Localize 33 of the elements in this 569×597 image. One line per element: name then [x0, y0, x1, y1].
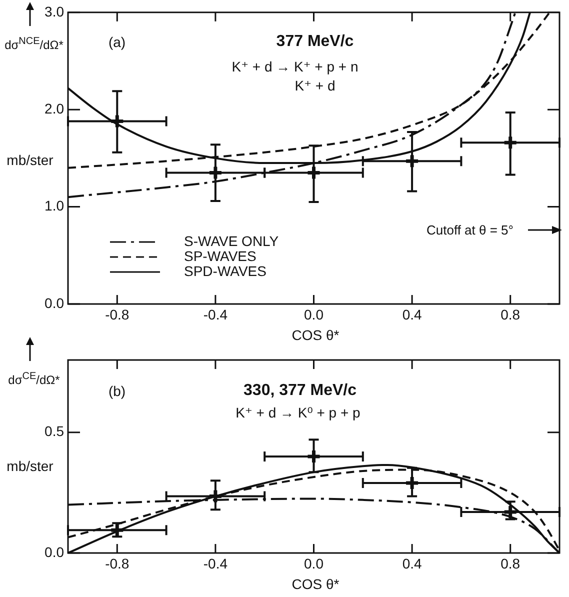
- text: mb/ster: [6, 152, 54, 168]
- y-axis-title: dσ$^{CE}$/dΩ*: [8, 371, 60, 387]
- x-tick-label: 0.4: [402, 306, 422, 322]
- x-tick-label: -0.8: [105, 555, 130, 572]
- x-tick-label: 0.8: [500, 306, 520, 322]
- annotation: (b): [108, 383, 126, 399]
- y-axis-title: dσ$^{NCE}$/dΩ*: [4, 36, 64, 52]
- y-tick-label: 3.0: [44, 3, 64, 20]
- x-tick-label: 0.0: [304, 555, 324, 572]
- x-tick-label: 0.8: [500, 555, 520, 572]
- annotation: K⁺ + d → K⁰ + p + p: [236, 404, 360, 420]
- text: mb/ster: [6, 458, 54, 474]
- y-tick-label: 2.0: [44, 100, 64, 116]
- legend-label: S-WAVE ONLY: [184, 233, 279, 249]
- x-tick-label: -0.4: [203, 555, 228, 572]
- y-tick-label: 1.0: [44, 198, 64, 214]
- legend-label: SP-WAVES: [184, 248, 256, 264]
- annotation: Cutoff at θ = 5°: [426, 222, 514, 238]
- annotation: K⁺ + d → K⁺ + p + n: [232, 58, 358, 74]
- text: 330, 377 MeV/c: [244, 382, 356, 400]
- text: 377 MeV/c: [276, 33, 354, 51]
- x-tick-label: -0.8: [105, 306, 130, 322]
- x-tick-label: 0.0: [304, 306, 324, 322]
- x-tick-label: -0.4: [203, 306, 228, 322]
- y-tick-label: 0.5: [44, 423, 64, 440]
- y-tick-label: 0.0: [44, 544, 64, 560]
- y-tick-label: 0.0: [44, 294, 64, 311]
- annotation: K⁺ + d: [294, 78, 336, 94]
- annotation: (a): [108, 34, 126, 50]
- x-tick-label: 0.4: [402, 555, 422, 572]
- x-axis-title: COS θ*: [292, 327, 340, 343]
- x-axis-title: COS θ*: [292, 576, 340, 592]
- legend-label: SPD-WAVES: [184, 263, 266, 279]
